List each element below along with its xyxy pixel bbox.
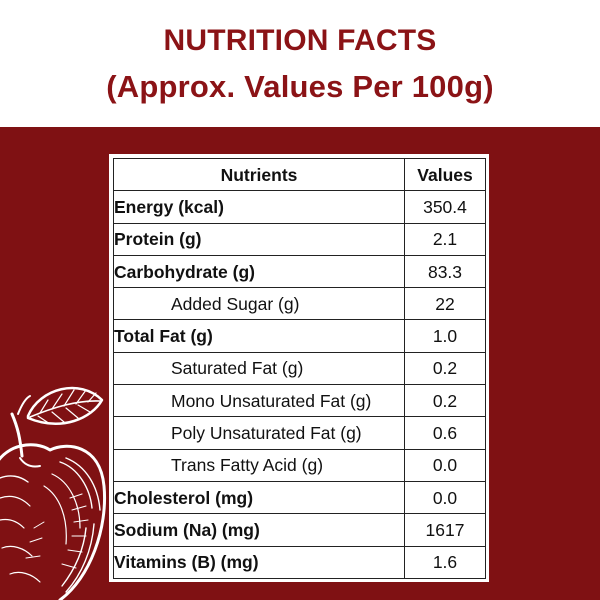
table-row: Energy (kcal) 350.4: [113, 190, 486, 224]
title-line-1: NUTRITION FACTS: [163, 24, 437, 57]
nutrition-table-card: Nutrients Values Energy (kcal) 350.4 Pro…: [109, 154, 489, 582]
nutrient-name: Mono Unsaturated Fat (g): [113, 384, 405, 418]
nutrient-value: 1.0: [404, 319, 486, 353]
table-row: Protein (g) 2.1: [113, 222, 486, 256]
nutrient-name: Vitamins (B) (mg): [113, 545, 405, 579]
nutrient-value: 1617: [404, 513, 486, 547]
header-values: Values: [404, 157, 486, 192]
table-row: Mono Unsaturated Fat (g) 0.2: [113, 384, 486, 418]
table-row: Carbohydrate (g) 83.3: [113, 254, 486, 289]
table-row: Sodium (Na) (mg) 1617: [113, 513, 486, 547]
apple-sketch-icon: [0, 386, 107, 600]
nutrient-value: 0.6: [404, 416, 486, 450]
nutrient-value: 0.2: [404, 351, 486, 386]
nutrient-name: Saturated Fat (g): [113, 351, 405, 386]
nutrient-name: Energy (kcal): [113, 190, 405, 224]
nutrient-name: Trans Fatty Acid (g): [113, 448, 405, 482]
nutrient-value: 350.4: [404, 190, 486, 224]
nutrition-table: Nutrients Values Energy (kcal) 350.4 Pro…: [113, 157, 486, 579]
table-row: Total Fat (g) 1.0: [113, 319, 486, 353]
nutrient-name: Added Sugar (g): [113, 287, 405, 321]
nutrient-value: 0.0: [404, 448, 486, 482]
nutrient-value: 83.3: [404, 254, 486, 289]
nutrient-name: Cholesterol (mg): [113, 480, 405, 515]
nutrient-name: Sodium (Na) (mg): [113, 513, 405, 547]
table-row: Vitamins (B) (mg) 1.6: [113, 545, 486, 579]
nutrient-name: Protein (g): [113, 222, 405, 256]
nutrient-value: 22: [404, 287, 486, 321]
table-row: Saturated Fat (g) 0.2: [113, 351, 486, 386]
table-header-row: Nutrients Values: [113, 157, 486, 192]
header: NUTRITION FACTS (Approx. Values Per 100g…: [0, 0, 600, 127]
nutrient-name: Total Fat (g): [113, 319, 405, 353]
table-row: Poly Unsaturated Fat (g) 0.6: [113, 416, 486, 450]
nutrient-value: 0.0: [404, 480, 486, 515]
nutrient-name: Carbohydrate (g): [113, 254, 405, 289]
table-row: Cholesterol (mg) 0.0: [113, 480, 486, 515]
nutrient-value: 1.6: [404, 545, 486, 579]
header-nutrients: Nutrients: [113, 157, 405, 192]
nutrient-value: 0.2: [404, 384, 486, 418]
table-row: Added Sugar (g) 22: [113, 287, 486, 321]
title-line-2: (Approx. Values Per 100g): [106, 69, 494, 104]
nutrient-name: Poly Unsaturated Fat (g): [113, 416, 405, 450]
table-row: Trans Fatty Acid (g) 0.0: [113, 448, 486, 482]
nutrient-value: 2.1: [404, 222, 486, 256]
